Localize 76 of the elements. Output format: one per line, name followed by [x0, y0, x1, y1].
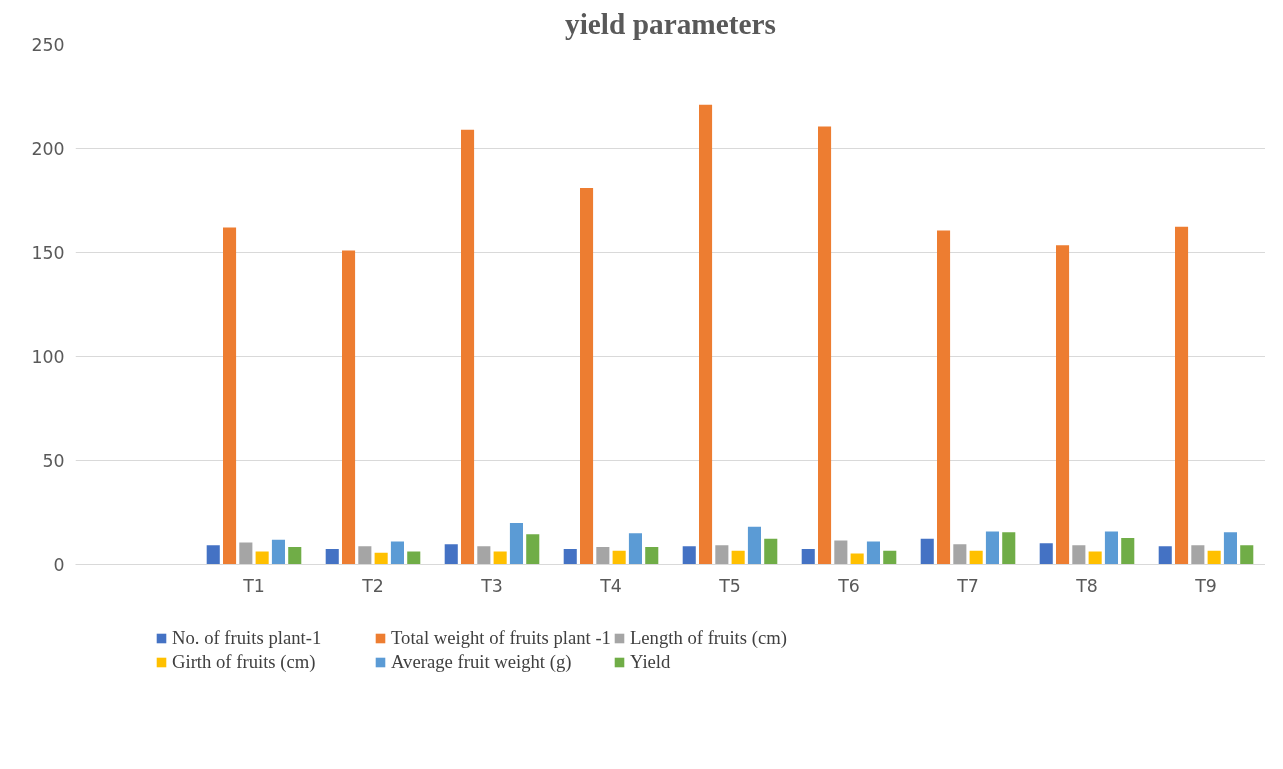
bar — [699, 104, 713, 565]
bar — [682, 546, 696, 565]
bar — [985, 531, 999, 565]
bar — [764, 538, 778, 565]
bar — [747, 526, 761, 565]
y-tick-label: 0 — [53, 555, 65, 575]
x-tick-label: T9 — [1194, 575, 1217, 596]
x-tick-label: T3 — [480, 575, 503, 596]
bar — [937, 230, 951, 565]
x-tick-label: T5 — [718, 575, 741, 596]
bar — [239, 542, 253, 565]
bar — [715, 545, 729, 565]
bar — [1121, 537, 1135, 565]
bar — [407, 551, 421, 565]
bar — [1072, 545, 1086, 565]
x-tick-label: T8 — [1075, 575, 1098, 596]
bar — [953, 544, 967, 565]
bar — [1039, 543, 1053, 565]
legend-label: No. of fruits plant-1 — [172, 627, 323, 649]
bar — [444, 544, 458, 565]
bar — [526, 534, 540, 565]
bar — [1223, 532, 1237, 565]
bar — [834, 540, 848, 565]
bar — [1175, 226, 1189, 565]
bar — [271, 539, 285, 565]
legend-label: Length of fruits (cm) — [629, 627, 788, 649]
x-tick-label: T2 — [361, 575, 384, 596]
x-tick-label: T4 — [599, 575, 622, 596]
bar — [206, 545, 220, 565]
y-tick-label: 100 — [31, 347, 65, 367]
bar — [883, 550, 897, 565]
legend-label: Total weight of fruits plant -1 — [391, 627, 611, 649]
x-tick-label: T6 — [837, 575, 860, 596]
bar — [645, 547, 659, 565]
bar — [255, 551, 269, 565]
bar — [390, 541, 404, 565]
x-tick-label: T1 — [242, 575, 265, 596]
bar — [1191, 545, 1205, 565]
bar — [866, 541, 880, 565]
bar — [1002, 532, 1016, 565]
bar — [850, 553, 864, 565]
bar — [493, 551, 507, 565]
bar — [1088, 551, 1102, 565]
bar — [342, 250, 356, 565]
x-tick-label: T7 — [956, 575, 979, 596]
legend-label: Average fruit weight (g) — [391, 651, 573, 673]
y-tick-label: 250 — [31, 35, 65, 55]
chart-title: yield parameters — [565, 7, 776, 40]
bar — [509, 523, 523, 565]
bar — [969, 550, 983, 565]
bar — [325, 548, 339, 565]
bar — [1240, 545, 1254, 565]
y-tick-label: 50 — [42, 451, 65, 471]
bar — [580, 188, 594, 565]
bar — [801, 548, 815, 565]
bar — [223, 227, 237, 565]
bar — [461, 129, 475, 565]
bar — [563, 548, 577, 565]
bar — [1207, 550, 1221, 565]
bar — [288, 547, 302, 565]
y-tick-label: 150 — [31, 243, 65, 263]
legend-label: Girth of fruits (cm) — [172, 651, 317, 673]
bar — [628, 533, 642, 565]
bar — [358, 546, 372, 565]
bar — [1104, 531, 1118, 565]
bar — [1158, 546, 1172, 565]
bar — [731, 550, 745, 565]
bar — [818, 126, 832, 565]
bar — [477, 546, 491, 565]
y-tick-label: 200 — [31, 139, 65, 159]
bar — [374, 552, 388, 565]
bar — [596, 547, 610, 565]
bar — [1056, 245, 1070, 565]
bar — [920, 538, 934, 565]
legend-label: Yield — [629, 651, 672, 673]
bar — [612, 550, 626, 565]
